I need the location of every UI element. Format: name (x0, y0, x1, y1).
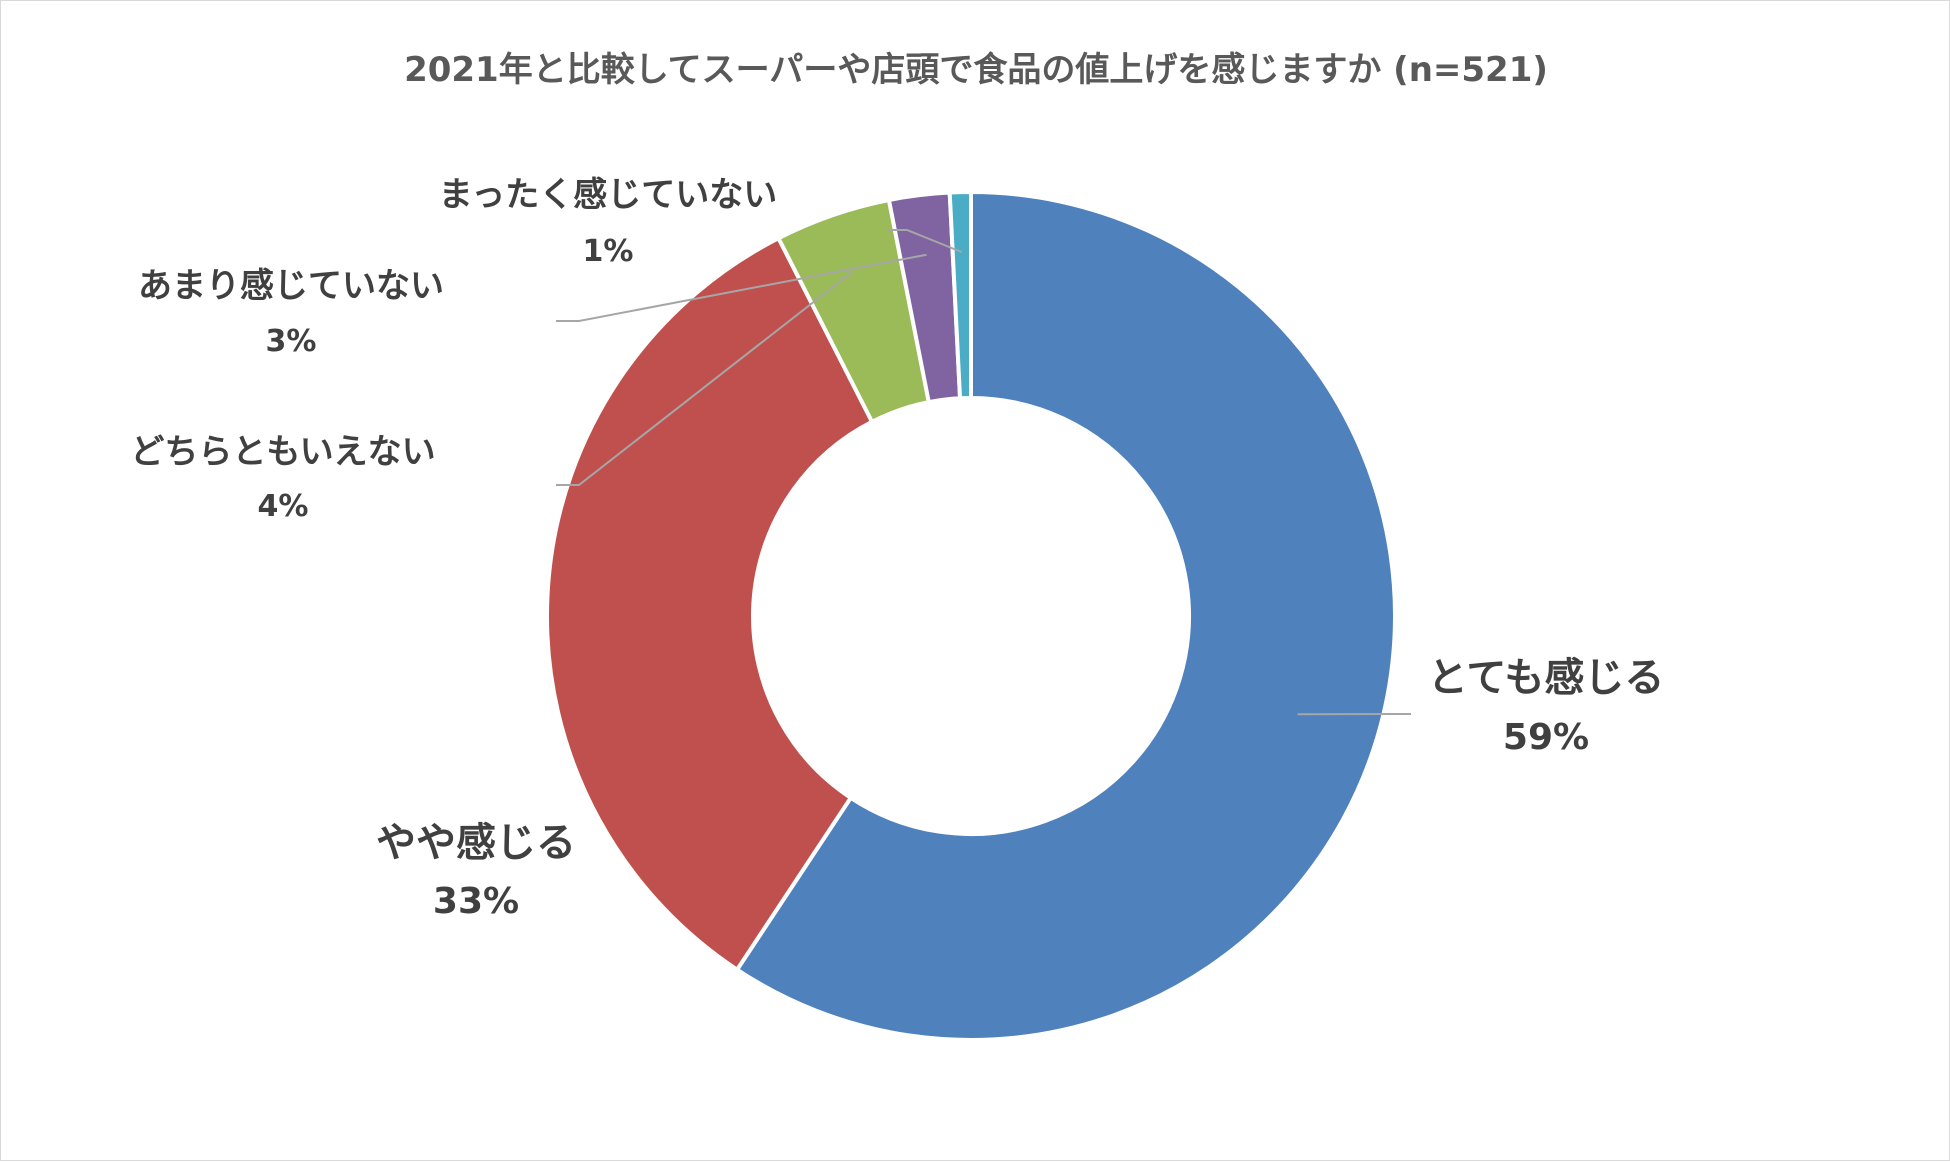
data-label-pct-0: 59% (1503, 717, 1589, 758)
chart-title: 2021年と比較してスーパーや店頭で食品の値上げを感じますか (n=521) (404, 50, 1548, 90)
data-label-name-1: やや感じる (376, 820, 576, 866)
slices-group (547, 192, 1395, 1040)
data-label-name-2: どちらともいえない (130, 432, 435, 472)
data-label-name-3: あまり感じていない (138, 266, 444, 306)
data-label-pct-4: 1% (583, 234, 634, 269)
data-label-pct-3: 3% (266, 324, 317, 359)
data-label-pct-1: 33% (433, 881, 519, 922)
data-label-name-4: まったく感じていない (439, 175, 778, 215)
data-label-pct-2: 4% (258, 489, 309, 524)
data-label-name-0: とても感じる (1428, 655, 1665, 701)
